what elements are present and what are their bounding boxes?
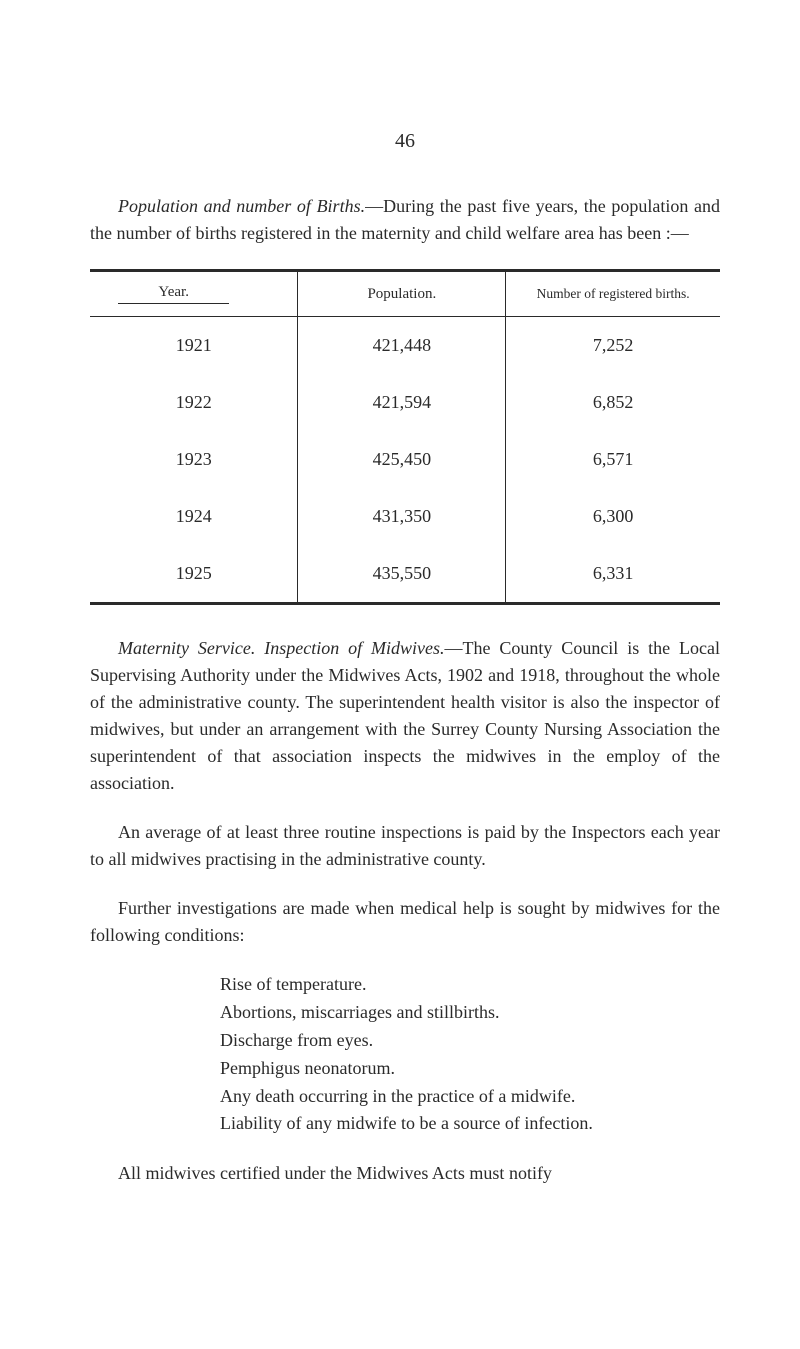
paragraph-inspections: An average of at least three routine ins… [90,819,720,873]
cell-births: 6,300 [506,488,720,545]
cell-births: 6,331 [506,545,720,604]
paragraph-investigations: Further investigations are made when med… [90,895,720,949]
lead-italic: Population and number of Births. [118,196,365,216]
cell-population: 431,350 [298,488,506,545]
cell-births: 7,252 [506,317,720,375]
table-row: 1922 421,594 6,852 [90,374,720,431]
header-population: Population. [298,271,506,317]
paragraph-notify: All midwives certified under the Midwive… [90,1160,720,1187]
condition-item: Pemphigus neonatorum. [220,1055,720,1083]
lead-italic: Maternity Service. Inspection of Midwive… [118,638,445,658]
table-header-row: Year. Population. Number of registered b… [90,271,720,317]
cell-population: 425,450 [298,431,506,488]
para2-rest: —The County Council is the Local Supervi… [90,638,720,793]
cell-births: 6,852 [506,374,720,431]
paragraph-population-births: Population and number of Births.—During … [90,193,720,247]
condition-item: Any death occurring in the practice of a… [220,1083,720,1111]
cell-year: 1923 [90,431,298,488]
page-number: 46 [90,130,720,153]
cell-year: 1924 [90,488,298,545]
cell-year: 1921 [90,317,298,375]
table-row: 1925 435,550 6,331 [90,545,720,604]
header-year: Year. [90,271,298,317]
table-row: 1921 421,448 7,252 [90,317,720,375]
cell-births: 6,571 [506,431,720,488]
cell-population: 421,594 [298,374,506,431]
cell-population: 421,448 [298,317,506,375]
condition-item: Rise of temperature. [220,971,720,999]
cell-population: 435,550 [298,545,506,604]
births-table: Year. Population. Number of registered b… [90,269,720,605]
header-births: Number of registered births. [506,271,720,317]
cell-year: 1925 [90,545,298,604]
condition-item: Discharge from eyes. [220,1027,720,1055]
condition-list: Rise of temperature. Abortions, miscarri… [220,971,720,1138]
table-row: 1923 425,450 6,571 [90,431,720,488]
paragraph-maternity-service: Maternity Service. Inspection of Midwive… [90,635,720,797]
condition-item: Abortions, miscarriages and stillbirths. [220,999,720,1027]
condition-item: Liability of any midwife to be a source … [220,1110,720,1138]
table-row: 1924 431,350 6,300 [90,488,720,545]
cell-year: 1922 [90,374,298,431]
